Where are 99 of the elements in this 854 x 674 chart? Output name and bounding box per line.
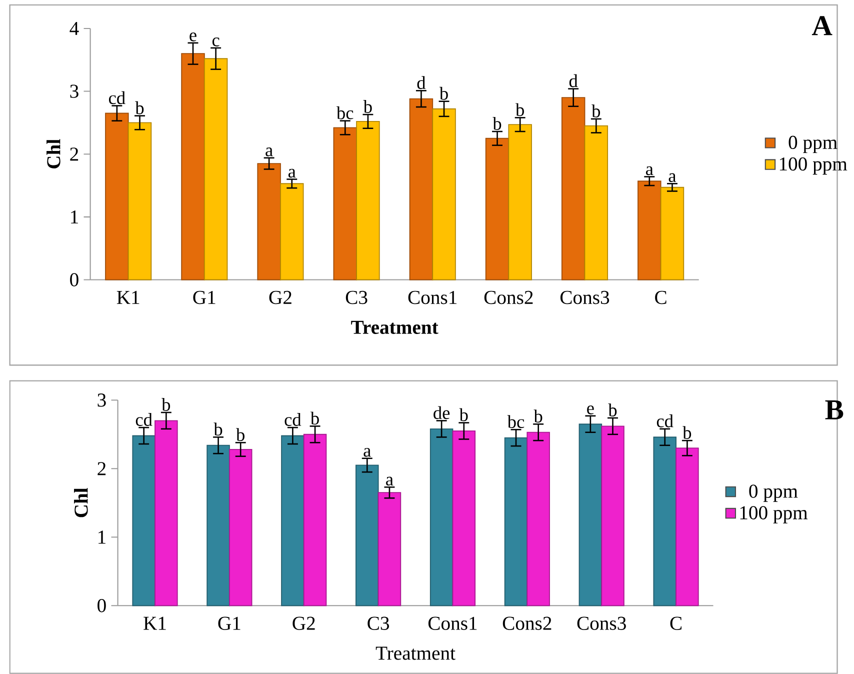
- y-axis-title: Chl: [74, 488, 88, 518]
- annotation: b: [135, 101, 144, 114]
- annotation: b: [534, 409, 542, 422]
- annotation: b: [592, 104, 600, 118]
- x-axis-title: Treatment: [376, 646, 456, 660]
- annotation: b: [459, 408, 468, 422]
- bar: [638, 180, 662, 280]
- annotation: b: [236, 428, 244, 441]
- annotation: b: [310, 412, 319, 424]
- x-tick-label: C3: [346, 290, 368, 304]
- annotation: a: [646, 166, 654, 175]
- y-tick-label: 4: [70, 22, 79, 35]
- annotation: e: [190, 32, 196, 42]
- bar: [452, 430, 476, 606]
- legend-label: 0 ppm: [749, 484, 798, 502]
- legend-label: 100 ppm: [740, 506, 808, 524]
- text: A: [812, 16, 832, 36]
- bar: [430, 428, 454, 606]
- bar: [105, 112, 129, 280]
- annotation: cd: [108, 91, 126, 104]
- x-tick-label: Cons3: [577, 616, 626, 630]
- annotation: cd: [284, 412, 302, 426]
- bar: [128, 122, 152, 280]
- annotation: b: [214, 422, 222, 436]
- bar: [601, 426, 624, 606]
- bar: [356, 120, 380, 280]
- annotation: cd: [136, 412, 152, 426]
- bar: [181, 52, 205, 280]
- bar: [660, 186, 684, 280]
- annotation: b: [363, 100, 372, 113]
- annotation: d: [417, 76, 426, 89]
- y-tick-label: 1: [71, 210, 78, 224]
- annotation: b: [682, 426, 692, 439]
- y-axis-title: Chl: [46, 139, 60, 168]
- bar: [578, 423, 602, 606]
- x-tick-label: G1: [218, 616, 240, 630]
- x-tick-label: Cons2: [484, 290, 533, 304]
- annotation: e: [587, 405, 594, 414]
- bar: [485, 138, 510, 280]
- legend-label: 0 ppm: [788, 136, 838, 153]
- bar: [356, 464, 379, 606]
- annotation: a: [668, 173, 676, 182]
- x-tick-label: Cons2: [502, 616, 552, 630]
- bar: [132, 435, 156, 606]
- y-tick-label: 1: [98, 530, 106, 544]
- annotation: cd: [656, 414, 674, 428]
- x-tick-label: G2: [269, 290, 292, 304]
- bar: [378, 492, 402, 606]
- bar: [257, 162, 281, 280]
- bar: [154, 420, 178, 606]
- annotation: a: [266, 147, 273, 156]
- x-tick-label: C3: [368, 616, 389, 630]
- bar: [526, 432, 550, 606]
- bar: [204, 58, 228, 280]
- text: B: [825, 400, 844, 420]
- annotation: bc: [507, 414, 524, 428]
- bar: [333, 127, 357, 280]
- annotation: bc: [336, 106, 354, 120]
- x-tick-label: G1: [193, 290, 216, 304]
- bar: [280, 183, 304, 280]
- annotation: b: [439, 86, 448, 100]
- annotation: d: [569, 74, 578, 88]
- y-tick-label: 0: [70, 272, 78, 286]
- y-tick-label: 3: [98, 393, 106, 407]
- y-tick-label: 0: [98, 598, 106, 612]
- bar: [281, 435, 304, 606]
- x-axis-title: Treatment: [351, 320, 438, 334]
- bar: [303, 434, 327, 606]
- x-tick-label: Cons3: [560, 290, 610, 304]
- bar: [561, 96, 586, 280]
- legend-label: 100 ppm: [780, 157, 848, 174]
- annotation: c: [212, 37, 220, 46]
- annotation: a: [288, 168, 296, 178]
- bar: [409, 98, 434, 280]
- bar: [584, 125, 608, 280]
- annotation: b: [608, 403, 617, 416]
- annotation: b: [492, 116, 502, 130]
- bar: [504, 437, 528, 606]
- y-tick-label: 2: [70, 147, 78, 160]
- x-tick-label: K1: [116, 290, 140, 304]
- annotation: b: [516, 103, 524, 116]
- x-tick-label: Cons1: [408, 290, 457, 304]
- annotation: a: [364, 448, 371, 457]
- x-tick-label: C: [670, 616, 682, 630]
- bar: [653, 436, 676, 606]
- annotation: a: [386, 476, 394, 486]
- x-tick-label: G2: [292, 616, 315, 630]
- x-tick-label: C: [655, 290, 666, 304]
- bar: [206, 444, 230, 606]
- y-tick-label: 3: [70, 84, 78, 98]
- x-tick-label: Cons1: [428, 616, 477, 630]
- annotation: de: [434, 406, 450, 419]
- bar: [432, 108, 456, 280]
- bar: [508, 124, 532, 280]
- annotation: b: [162, 398, 170, 411]
- x-tick-label: K1: [144, 616, 166, 630]
- bar: [228, 448, 252, 606]
- bar: [676, 447, 699, 606]
- y-tick-label: 2: [98, 462, 106, 475]
